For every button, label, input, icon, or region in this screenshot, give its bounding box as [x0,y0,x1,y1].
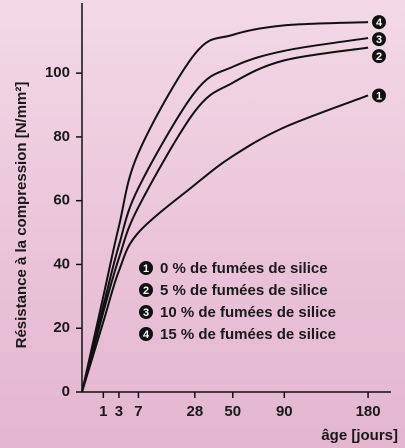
y-tick-label: 80 [53,128,70,145]
y-tick-label: 0 [62,383,70,400]
legend-marker-circle [139,305,153,319]
y-tick-label: 40 [53,255,70,272]
legend-label: 15 % de fumées de silice [160,326,336,343]
end-marker: 3 [376,34,382,46]
y-tick-label: 20 [53,319,70,336]
end-marker: 1 [376,90,382,102]
end-marker-circle [372,49,386,64]
x-tick-label: 7 [134,403,142,420]
legend-label: 5 % de fumées de silice [160,282,328,299]
x-axis-label: âge [jours] [321,427,398,444]
legend-marker-circle [139,327,153,341]
y-axis-label: Résistance à la compression [N/mm²] [13,82,30,349]
legend-label: 0 % de fumées de silice [160,260,328,277]
y-tick-label: 60 [53,192,70,209]
end-marker: 4 [376,17,383,29]
legend-marker: 2 [143,285,149,297]
end-marker-circle [372,88,386,103]
series-line [81,94,369,393]
legend-marker: 3 [143,307,149,319]
legend-marker: 1 [143,263,149,275]
legend-label: 10 % de fumées de silice [160,304,336,321]
x-tick-label: 50 [224,403,241,420]
end-marker: 2 [376,51,382,63]
end-marker-circle [372,15,386,30]
end-marker-circle [372,32,386,47]
legend-marker-circle [139,261,153,275]
series-line [81,46,369,393]
series-line [81,37,369,393]
x-tick-label: 3 [115,403,123,420]
series-line [81,21,369,393]
legend-marker-circle [139,283,153,297]
x-tick-label: 90 [276,403,293,420]
y-tick-label: 100 [45,64,70,81]
legend-marker: 4 [143,329,150,341]
x-tick-label: 28 [186,403,203,420]
x-tick-label: 1 [99,403,107,420]
x-tick-label: 180 [356,403,381,420]
